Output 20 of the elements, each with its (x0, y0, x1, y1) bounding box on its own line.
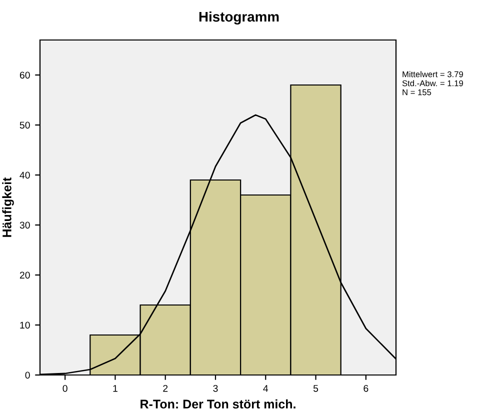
text: N = 155 (402, 89, 432, 96)
x-tick-label: 1 (113, 385, 118, 392)
y-tick-label: 0 (25, 372, 30, 379)
x-tick-label: 5 (313, 385, 318, 392)
x-axis-title: R-Ton: Der Ton stört mich. (140, 399, 296, 409)
text: Mittelwert = 3.79 (402, 71, 463, 78)
y-tick-label: 20 (20, 272, 30, 279)
y-tick-label: 50 (20, 122, 30, 129)
x-tick-label: 6 (364, 384, 368, 392)
y-axis-title: Häufigkeit (2, 177, 14, 237)
x-tick-label: 0 (62, 384, 68, 392)
chart-title: Histogramm (199, 11, 279, 25)
x-tick-label: 2 (163, 384, 168, 392)
text: Std.-Abw. = 1.19 (402, 80, 463, 86)
y-tick-label: 30 (20, 222, 30, 229)
y-tick-label: 60 (20, 72, 30, 79)
y-tick-label: 10 (20, 322, 30, 329)
x-tick-label: 4 (263, 385, 268, 392)
x-tick-label: 3 (213, 384, 218, 392)
y-tick-label: 40 (20, 172, 30, 179)
